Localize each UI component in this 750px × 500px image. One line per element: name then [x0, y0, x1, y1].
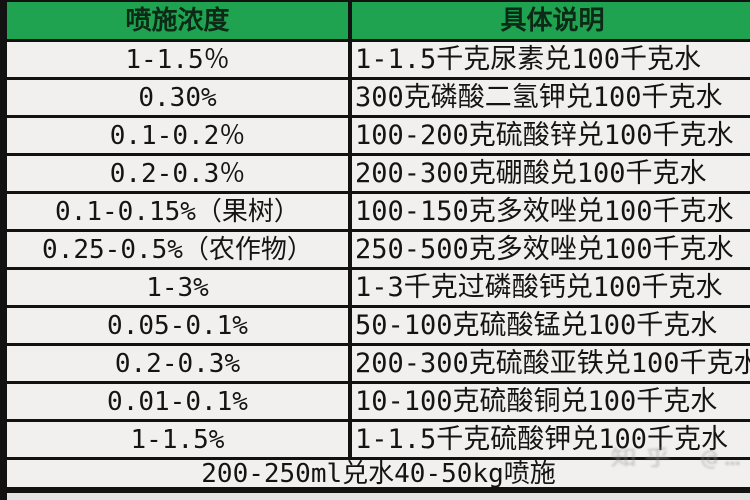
- description-cell: 100-200克硫酸锌兑100千克水: [355, 120, 734, 151]
- table-row: 0.1-0.2％ 100-200克硫酸锌兑100千克水: [7, 118, 750, 156]
- concentration-cell: 0.1-0.15%（果树）: [7, 194, 352, 229]
- table-footer-row: 200-250ml兑水40-50kg喷施: [7, 460, 750, 493]
- description-cell: 1-1.5千克硫酸钾兑100千克水: [355, 424, 729, 455]
- table-row: 1-1.5％ 1-1.5千克尿素兑100千克水: [7, 42, 750, 80]
- concentration-cell: 0.2-0.3%: [7, 346, 352, 381]
- description-cell: 1-3千克过磷酸钙兑100千克水: [355, 272, 723, 303]
- concentration-cell: 0.30%: [7, 80, 352, 115]
- description-cell: 10-100克硫酸铜兑100千克水: [355, 386, 718, 417]
- table-row: 0.1-0.15%（果树） 100-150克多效唑兑100千克水: [7, 194, 750, 232]
- table-row: 0.2-0.3% 200-300克硫酸亚铁兑100千克水: [7, 346, 750, 384]
- table-row: 1-3% 1-3千克过磷酸钙兑100千克水: [7, 270, 750, 308]
- concentration-cell: 1-1.5%: [7, 422, 352, 457]
- table-row: 0.30% 300克磷酸二氢钾兑100千克水: [7, 80, 750, 118]
- table-header-row: 喷施浓度 具体说明: [7, 2, 750, 42]
- footer-merged-cell: 200-250ml兑水40-50kg喷施: [201, 460, 556, 487]
- concentration-cell: 0.1-0.2％: [7, 118, 352, 153]
- description-cell: 100-150克多效唑兑100千克水: [355, 196, 734, 227]
- concentration-cell: 0.25-0.5%（农作物）: [7, 232, 352, 267]
- header-description: 具体说明: [352, 2, 750, 39]
- table-row: 0.2-0.3％ 200-300克硼酸兑100千克水: [7, 156, 750, 194]
- concentration-cell: 0.05-0.1%: [7, 308, 352, 343]
- concentration-cell: 0.01-0.1%: [7, 384, 352, 419]
- description-cell: 300克磷酸二氢钾兑100千克水: [355, 82, 723, 113]
- table-row: 0.25-0.5%（农作物） 250-500克多效唑兑100千克水: [7, 232, 750, 270]
- description-cell: 50-100克硫酸锰兑100千克水: [355, 310, 718, 341]
- header-concentration: 喷施浓度: [7, 2, 352, 39]
- concentration-cell: 1-1.5％: [7, 42, 352, 77]
- table-row: 0.01-0.1% 10-100克硫酸铜兑100千克水: [7, 384, 750, 422]
- table-row: 1-1.5% 1-1.5千克硫酸钾兑100千克水: [7, 422, 750, 460]
- table-row: 0.05-0.1% 50-100克硫酸锰兑100千克水: [7, 308, 750, 346]
- concentration-cell: 1-3%: [7, 270, 352, 305]
- description-cell: 250-500克多效唑兑100千克水: [355, 234, 734, 265]
- description-cell: 200-300克硼酸兑100千克水: [355, 158, 707, 189]
- description-cell: 1-1.5千克尿素兑100千克水: [355, 44, 702, 75]
- concentration-cell: 0.2-0.3％: [7, 156, 352, 191]
- description-cell: 200-300克硫酸亚铁兑100千克水: [355, 348, 750, 379]
- bottom-strip: [7, 493, 750, 500]
